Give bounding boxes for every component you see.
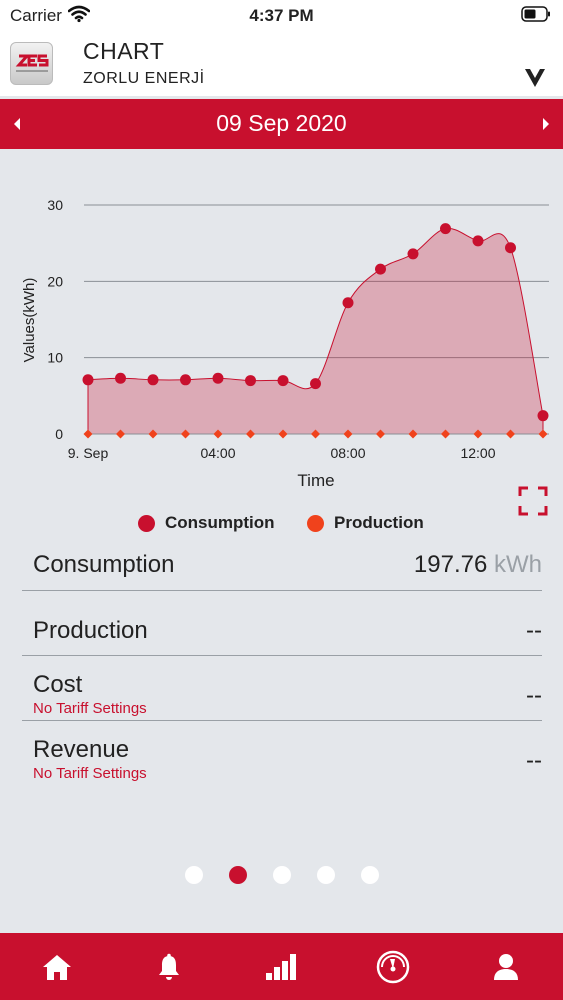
revenue-row: Revenue No Tariff Settings --	[22, 721, 542, 787]
company-logo	[10, 42, 53, 85]
gauge-icon	[376, 950, 410, 983]
production-point	[83, 429, 93, 439]
page-dot[interactable]	[272, 866, 291, 884]
revenue-tariff-note[interactable]: No Tariff Settings	[33, 765, 147, 782]
legend-production[interactable]: Production	[307, 513, 424, 533]
production-point	[278, 429, 288, 439]
production-point	[148, 429, 158, 439]
consumption-unit: kWh	[494, 551, 542, 578]
page-dot[interactable]	[228, 866, 247, 884]
next-day-arrow-icon[interactable]	[527, 109, 557, 139]
consumption-point	[440, 223, 451, 235]
cost-row: Cost No Tariff Settings --	[22, 656, 542, 721]
bell-icon	[159, 953, 179, 980]
chart-legend: Consumption Production	[0, 513, 563, 535]
company-name: ZORLU ENERJİ	[83, 70, 205, 87]
user-icon	[494, 953, 518, 980]
page-dot[interactable]	[184, 866, 203, 884]
revenue-value: --	[526, 747, 542, 774]
tab-home[interactable]	[17, 933, 97, 1000]
consumption-area	[87, 227, 544, 435]
production-dot-icon	[307, 514, 324, 532]
x-tick-label: 12:00	[460, 445, 495, 461]
consumption-point	[245, 375, 256, 387]
consumption-point	[537, 410, 549, 422]
consumption-row: Consumption 197.76 kWh	[22, 541, 542, 591]
y-tick-label: 30	[47, 197, 63, 213]
app-header: CHART ZORLU ENERJİ	[0, 32, 563, 96]
home-icon	[43, 954, 71, 980]
consumption-point	[82, 374, 94, 386]
consumption-total: 197.76 kWh	[414, 551, 542, 579]
y-axis-label: Values(kWh)	[21, 278, 38, 363]
cost-value: --	[526, 682, 542, 709]
production-label: Production	[33, 617, 148, 644]
y-tick-label: 20	[47, 273, 63, 289]
production-value: --	[526, 617, 542, 644]
production-point	[376, 429, 385, 439]
fullscreen-icon[interactable]	[518, 486, 548, 516]
status-time: 4:37 PM	[249, 6, 314, 25]
y-tick-label: 10	[47, 350, 63, 366]
legend-consumption-label: Consumption	[165, 513, 275, 532]
production-point	[408, 429, 418, 439]
bar-chart-icon	[266, 953, 296, 980]
cost-tariff-note[interactable]: No Tariff Settings	[33, 700, 147, 717]
y-tick-label: 0	[55, 426, 63, 442]
legend-production-label: Production	[334, 513, 424, 532]
x-tick-label: 08:00	[330, 445, 365, 461]
tab-profile[interactable]	[466, 933, 546, 1000]
production-point	[213, 429, 223, 439]
x-tick-label: 9. Sep	[68, 445, 109, 461]
revenue-label: Revenue	[33, 736, 130, 763]
wifi-icon	[68, 5, 90, 23]
production-point	[116, 429, 125, 439]
tab-bar	[0, 933, 563, 1000]
consumption-point	[505, 242, 516, 254]
previous-day-arrow-icon[interactable]	[6, 109, 36, 139]
consumption-point	[472, 235, 484, 247]
page-title: CHART	[83, 38, 165, 64]
x-axis-label: Time	[297, 471, 334, 490]
consumption-point	[115, 372, 126, 384]
consumption-point	[277, 375, 289, 387]
consumption-value: 197.76	[413, 551, 488, 578]
tab-notifications[interactable]	[129, 933, 209, 1000]
production-point	[246, 429, 255, 439]
status-bar: Carrier 4:37 PM	[0, 0, 563, 32]
cost-label: Cost	[33, 671, 83, 698]
energy-chart[interactable]: 0 10 20 30 9. Sep 04:00 08:00 12:00 Time Value…	[0, 150, 563, 495]
production-point	[506, 429, 515, 439]
consumption-label: Consumption	[33, 551, 175, 578]
consumption-point	[180, 374, 191, 386]
page-dot[interactable]	[316, 866, 335, 884]
production-point	[473, 429, 483, 439]
consumption-point	[147, 374, 159, 386]
date-navigator: 09 Sep 2020	[0, 99, 563, 149]
production-point	[181, 429, 190, 439]
page-dot[interactable]	[360, 866, 379, 884]
production-row: Production --	[22, 591, 542, 656]
selected-date[interactable]: 09 Sep 2020	[216, 110, 347, 136]
consumption-point	[342, 297, 354, 309]
production-point	[343, 429, 353, 439]
x-tick-label: 04:00	[200, 445, 235, 461]
production-point	[311, 429, 320, 439]
production-point	[441, 429, 450, 439]
page-indicator	[0, 865, 563, 885]
consumption-point	[212, 372, 224, 384]
battery-icon	[521, 6, 550, 22]
consumption-point	[407, 248, 419, 260]
consumption-point	[375, 263, 386, 275]
consumption-dot-icon	[138, 514, 155, 532]
tab-chart[interactable]	[241, 933, 321, 1000]
production-point	[538, 429, 548, 439]
consumption-point	[310, 378, 321, 390]
legend-consumption[interactable]: Consumption	[138, 513, 275, 533]
tab-meter[interactable]	[353, 933, 433, 1000]
carrier-label: Carrier	[10, 6, 62, 25]
chevron-down-icon[interactable]	[524, 68, 546, 88]
